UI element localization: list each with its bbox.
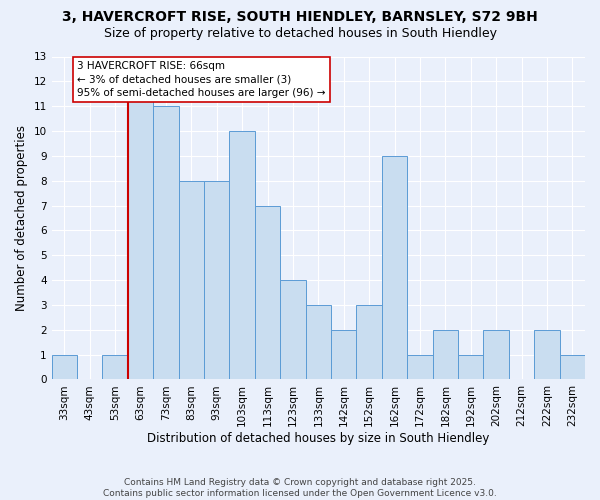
Bar [534, 330, 560, 380]
Bar [407, 354, 433, 380]
Y-axis label: Number of detached properties: Number of detached properties [15, 125, 28, 311]
Bar [153, 106, 179, 380]
Bar [179, 180, 204, 380]
Text: 3 HAVERCROFT RISE: 66sqm
← 3% of detached houses are smaller (3)
95% of semi-det: 3 HAVERCROFT RISE: 66sqm ← 3% of detache… [77, 62, 326, 98]
Bar [484, 330, 509, 380]
Bar [382, 156, 407, 380]
Bar [52, 354, 77, 380]
Bar [331, 330, 356, 380]
Text: 3, HAVERCROFT RISE, SOUTH HIENDLEY, BARNSLEY, S72 9BH: 3, HAVERCROFT RISE, SOUTH HIENDLEY, BARN… [62, 10, 538, 24]
Bar [458, 354, 484, 380]
Bar [128, 56, 153, 380]
Bar [560, 354, 585, 380]
Text: Size of property relative to detached houses in South Hiendley: Size of property relative to detached ho… [104, 28, 497, 40]
Bar [356, 305, 382, 380]
X-axis label: Distribution of detached houses by size in South Hiendley: Distribution of detached houses by size … [147, 432, 490, 445]
Bar [229, 131, 255, 380]
Text: Contains HM Land Registry data © Crown copyright and database right 2025.
Contai: Contains HM Land Registry data © Crown c… [103, 478, 497, 498]
Bar [255, 206, 280, 380]
Bar [305, 305, 331, 380]
Bar [103, 354, 128, 380]
Bar [204, 180, 229, 380]
Bar [433, 330, 458, 380]
Bar [280, 280, 305, 380]
